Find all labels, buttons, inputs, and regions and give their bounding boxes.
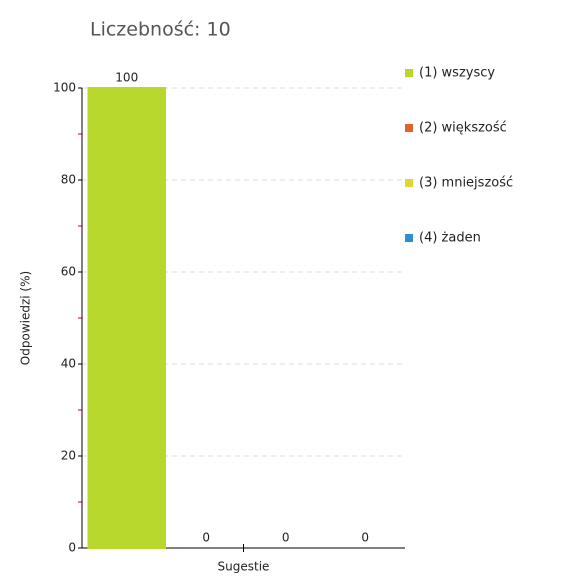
bar (87, 87, 166, 549)
y-tick-label: 80 (61, 173, 76, 187)
legend-label: (3) mniejszość (419, 176, 513, 191)
y-tick-label: 20 (61, 449, 76, 463)
data-label: 0 (202, 531, 210, 545)
x-tick-label: Sugestie (218, 560, 270, 574)
y-tick-label: 40 (61, 357, 76, 371)
y-tick-label: 0 (68, 541, 76, 555)
legend-swatch (405, 234, 413, 242)
y-tick-label: 100 (53, 81, 76, 95)
legend-swatch (405, 179, 413, 187)
legend-label: (2) większość (419, 121, 507, 136)
chart-title: Liczebność: 10 (90, 19, 231, 41)
data-label: 0 (282, 531, 290, 545)
data-label: 100 (115, 71, 138, 85)
legend-label: (4) żaden (419, 231, 481, 246)
legend-swatch (405, 69, 413, 77)
legend-swatch (405, 124, 413, 132)
data-label: 0 (361, 531, 369, 545)
legend-label: (1) wszyscy (419, 66, 495, 81)
y-tick-label: 60 (61, 265, 76, 279)
y-axis-label: Odpowiedzi (%) (19, 271, 33, 365)
